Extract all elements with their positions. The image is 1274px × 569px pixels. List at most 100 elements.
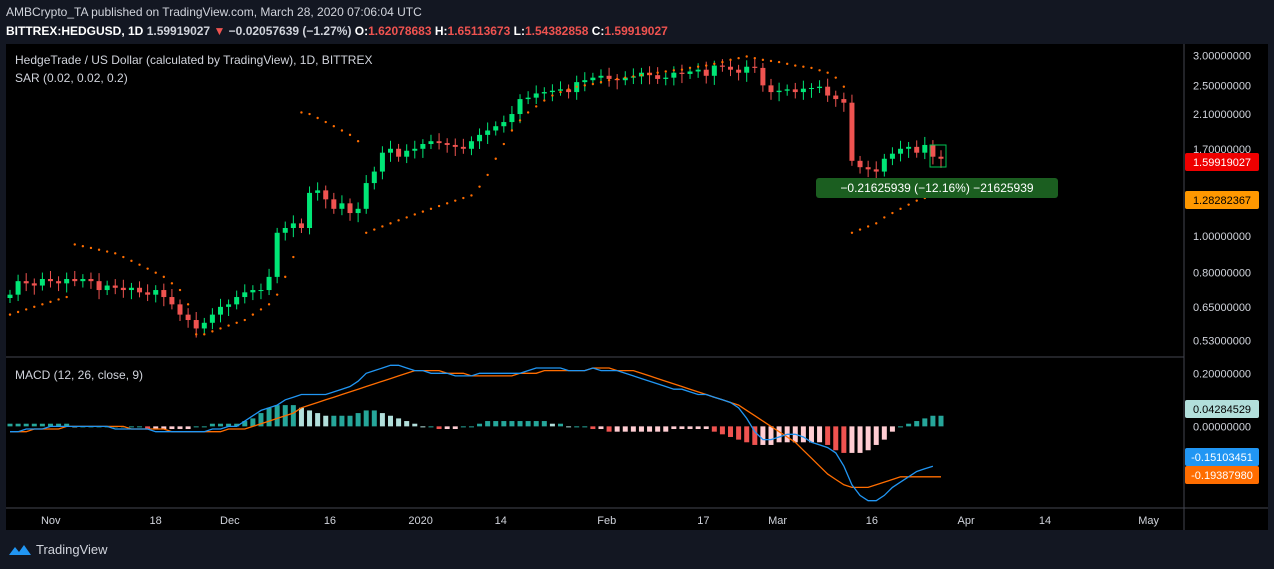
close-label: C: bbox=[591, 24, 605, 38]
chart-area[interactable]: HedgeTrade / US Dollar (calculated by Tr… bbox=[6, 44, 1268, 530]
sar-dot bbox=[705, 64, 708, 67]
candle-body bbox=[226, 304, 232, 307]
candle-body bbox=[120, 287, 126, 291]
sar-dot bbox=[583, 84, 586, 87]
sar-dot bbox=[65, 295, 68, 299]
candle-body bbox=[558, 89, 564, 91]
macd-hist-bar bbox=[695, 426, 701, 430]
sar-dot bbox=[535, 105, 538, 108]
sar-dot bbox=[737, 56, 740, 60]
sar-dot bbox=[567, 88, 570, 91]
macd-label-bg bbox=[1185, 448, 1259, 466]
macd-hist-bar bbox=[485, 421, 491, 427]
macd-hist-bar bbox=[331, 415, 337, 427]
symbol-quote-line: BITTREX:HEDGUSD, 1D 1.59919027 ▼ −0.0205… bbox=[6, 24, 668, 38]
macd-hist-bar bbox=[258, 413, 264, 427]
sar-dot bbox=[802, 65, 805, 68]
sar-dot bbox=[211, 330, 214, 333]
macd-hist-bar bbox=[930, 415, 936, 427]
candle-body bbox=[347, 203, 353, 214]
sar-dot bbox=[891, 211, 894, 215]
sar-dot bbox=[769, 59, 773, 63]
candle-body bbox=[679, 72, 685, 74]
sar-dot bbox=[33, 305, 36, 309]
sar-dot bbox=[664, 70, 667, 73]
sar-dot bbox=[575, 85, 578, 88]
candle-body bbox=[96, 281, 102, 291]
candle-body bbox=[525, 97, 531, 100]
sar-dot bbox=[300, 111, 303, 114]
candle-body bbox=[420, 144, 426, 149]
sar-dot bbox=[761, 58, 765, 62]
sar-dot bbox=[688, 66, 692, 70]
sar-dot bbox=[8, 313, 12, 316]
price-tick-label: 0.65000000 bbox=[1193, 302, 1251, 314]
sar-dot bbox=[97, 248, 101, 251]
sar-dot bbox=[170, 282, 174, 285]
macd-hist-bar bbox=[728, 426, 734, 437]
macd-hist-bar bbox=[217, 423, 223, 427]
sar-dot bbox=[591, 82, 595, 86]
candle-body bbox=[15, 281, 21, 295]
candle-body bbox=[88, 279, 94, 282]
price-tick-label: 2.10000000 bbox=[1193, 109, 1251, 121]
macd-hist-bar bbox=[582, 426, 588, 428]
candle-body bbox=[695, 69, 701, 72]
macd-hist-bar bbox=[185, 426, 191, 430]
price-chart-svg[interactable]: HedgeTrade / US Dollar (calculated by Tr… bbox=[6, 44, 1268, 530]
sar-dot bbox=[332, 125, 336, 128]
macd-hist-bar bbox=[15, 423, 21, 427]
candle-body bbox=[517, 99, 523, 115]
time-tick-label: 14 bbox=[1039, 515, 1051, 527]
sar-dot bbox=[721, 60, 724, 64]
symbol-name[interactable]: BITTREX:HEDGUSD, 1D bbox=[6, 24, 144, 38]
sar-dot bbox=[243, 318, 246, 322]
footer: TradingView bbox=[0, 530, 1274, 569]
sar-dot bbox=[559, 90, 562, 94]
macd-hist-bar bbox=[137, 426, 143, 428]
macd-hist-bar bbox=[525, 421, 531, 427]
sar-dot bbox=[510, 129, 514, 132]
macd-hist-bar bbox=[541, 421, 547, 427]
macd-line bbox=[10, 364, 934, 502]
tradingview-logo[interactable]: TradingView bbox=[8, 542, 108, 557]
candle-body bbox=[23, 281, 29, 284]
candle-body bbox=[169, 297, 175, 305]
macd-hist-bar bbox=[558, 423, 564, 427]
macd-hist-bar bbox=[914, 421, 920, 427]
sar-dot bbox=[696, 65, 700, 68]
sar-dot bbox=[348, 133, 352, 137]
sar-dot bbox=[122, 255, 125, 259]
candle-body bbox=[889, 153, 895, 159]
signal-label-bg bbox=[1185, 466, 1259, 484]
candle-body bbox=[282, 228, 288, 233]
low-value: 1.54382858 bbox=[524, 24, 589, 38]
macd-hist-bar bbox=[177, 426, 183, 430]
macd-hist-bar bbox=[460, 426, 466, 428]
candle-body bbox=[290, 223, 296, 229]
sar-dot bbox=[284, 275, 287, 279]
macd-axis-ticks: 0.20000000 0.00000000 bbox=[1193, 368, 1251, 433]
macd-hist-bar bbox=[420, 426, 426, 428]
macd-hist-bar bbox=[39, 423, 45, 427]
sar-dot bbox=[186, 303, 190, 306]
candle-body bbox=[768, 85, 774, 93]
macd-hist-bar bbox=[719, 426, 725, 435]
sar-dot bbox=[316, 116, 319, 120]
sar-dot bbox=[850, 231, 854, 234]
time-tick-label: Feb bbox=[597, 515, 616, 527]
sar-dot bbox=[494, 157, 497, 160]
sar-dot bbox=[114, 252, 117, 255]
candle-body bbox=[744, 66, 750, 73]
candle-body bbox=[209, 314, 215, 323]
sar-label: 1.28282367 bbox=[1193, 195, 1251, 207]
macd-hist-bar bbox=[307, 410, 313, 427]
sar-dot bbox=[373, 228, 376, 231]
candle-body bbox=[800, 88, 806, 93]
macd-hist-bar bbox=[412, 423, 418, 427]
macd-hist-bar bbox=[145, 426, 151, 430]
candle-body bbox=[922, 144, 928, 153]
macd-hist-bar bbox=[234, 423, 240, 427]
last-price-label: 1.59919027 bbox=[1193, 157, 1251, 169]
macd-hist-bar bbox=[938, 415, 944, 427]
